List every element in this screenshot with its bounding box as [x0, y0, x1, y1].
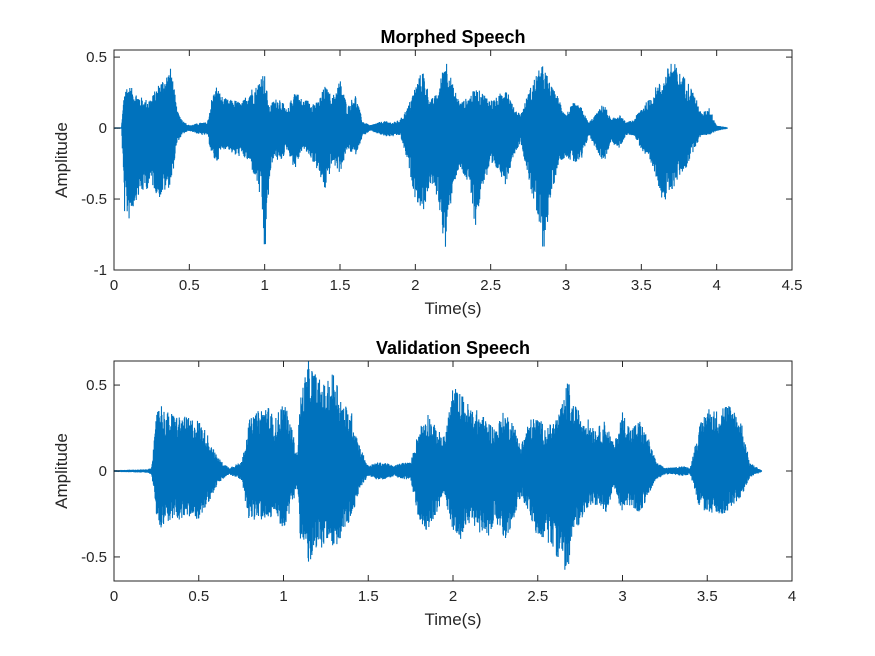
axes-frame	[113, 49, 793, 271]
subplot-1: 0 0.5 1 1.5 2 2.5 3 3.5 4 4.5 0.5 0 -0.5 -1 Morphed Sp…	[52, 27, 802, 318]
y-tick-label: 0	[99, 463, 107, 480]
x-tick-label: 2.5	[480, 277, 501, 294]
y-tick-label: 0.5	[86, 377, 107, 394]
x-tick-label: 2	[449, 588, 457, 605]
y-tick-label: 0.5	[86, 49, 107, 66]
x-axis-label: Time(s)	[425, 610, 482, 629]
x-tick-label: 0.5	[188, 588, 209, 605]
x-tick-label: 0.5	[179, 277, 200, 294]
x-tick-label: 1.5	[330, 277, 351, 294]
waveform-line	[113, 361, 763, 570]
x-tick-label: 0	[110, 588, 118, 605]
y-tick-label: -0.5	[81, 191, 107, 208]
y-tick-label: 0	[99, 120, 107, 137]
x-tick-label: 2.5	[527, 588, 548, 605]
x-tick-label: 4	[712, 277, 720, 294]
x-axis-label: Time(s)	[425, 299, 482, 318]
y-axis-label: Amplitude	[52, 433, 71, 509]
x-tick-label: 3.5	[697, 588, 718, 605]
x-tick-label: 3	[618, 588, 626, 605]
subplot-2: 0 0.5 1 1.5 2 2.5 3 3.5 4 0.5 0 -0.5 Validation Spee…	[52, 338, 796, 629]
x-tick-label: 3	[562, 277, 570, 294]
chart-title: Validation Speech	[376, 338, 530, 358]
x-tick-label: 1	[260, 277, 268, 294]
x-tick-label: 2	[411, 277, 419, 294]
chart-title: Morphed Speech	[380, 27, 525, 47]
y-tick-label: -0.5	[81, 549, 107, 566]
x-tick-label: 1.5	[358, 588, 379, 605]
x-tick-label: 3.5	[631, 277, 652, 294]
x-tick-label: 1	[279, 588, 287, 605]
x-tick-label: 4	[788, 588, 796, 605]
x-tick-label: 0	[110, 277, 118, 294]
x-tick-label: 4.5	[782, 277, 803, 294]
y-axis-label: Amplitude	[52, 122, 71, 198]
waveform-line	[113, 63, 728, 247]
y-tick-label: -1	[94, 262, 107, 279]
